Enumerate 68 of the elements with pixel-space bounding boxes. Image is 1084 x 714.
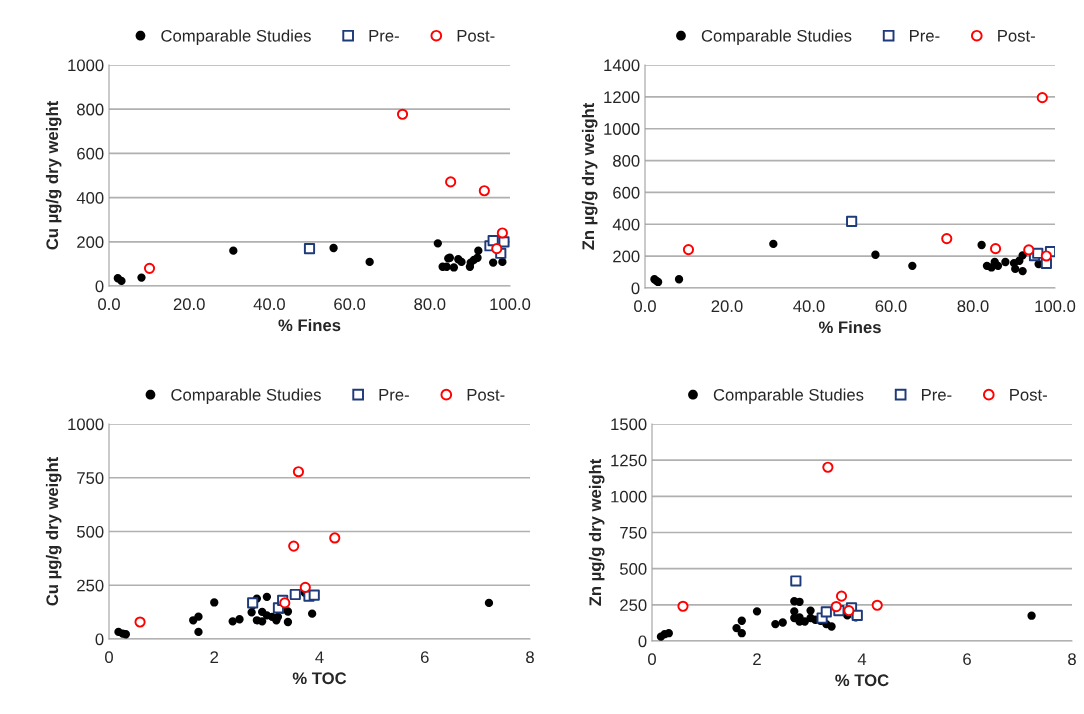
legend-label: Pre- bbox=[910, 30, 940, 42]
x-tick-label: 60.0 bbox=[875, 300, 907, 313]
y-tick-label: 1000 bbox=[68, 59, 104, 72]
x-axis-title: % TOC bbox=[292, 672, 347, 685]
y-tick-label: 1250 bbox=[611, 454, 647, 467]
x-tick-label: 80.0 bbox=[414, 298, 446, 311]
x-tick-label: 6 bbox=[963, 653, 971, 666]
x-tick-label: 0.0 bbox=[634, 300, 656, 313]
x-tick-label: 4 bbox=[857, 653, 867, 665]
legend-label: Comparable Studies bbox=[171, 388, 321, 404]
y-axis-title: Zn µg/g dry weight bbox=[588, 458, 605, 606]
x-tick-label: 20.0 bbox=[173, 298, 205, 311]
y-tick-label: 1500 bbox=[611, 418, 647, 431]
y-tick-label: 600 bbox=[77, 147, 104, 160]
x-tick-label: 0 bbox=[105, 651, 113, 664]
y-tick-label: 0 bbox=[95, 280, 104, 293]
x-tick-label: 100.0 bbox=[1035, 300, 1076, 313]
y-tick-label: 1200 bbox=[604, 91, 640, 104]
y-tick-label: 750 bbox=[77, 472, 104, 484]
x-tick-label: 40.0 bbox=[253, 298, 285, 311]
y-tick-label: 250 bbox=[620, 599, 647, 612]
y-tick-label: 500 bbox=[620, 563, 647, 575]
y-tick-label: 400 bbox=[612, 218, 640, 231]
x-tick-label: 2 bbox=[753, 653, 761, 665]
y-axis-title: Zn µg/g dry weight bbox=[581, 102, 598, 250]
y-tick-label: 0 bbox=[95, 633, 104, 646]
x-tick-label: 100.0 bbox=[490, 298, 531, 311]
y-tick-label: 800 bbox=[77, 103, 104, 116]
legend-label: Post- bbox=[457, 30, 495, 42]
x-tick-label: 8 bbox=[1068, 653, 1076, 666]
x-tick-label: 60.0 bbox=[334, 298, 366, 311]
y-tick-label: 600 bbox=[613, 186, 640, 199]
legend-label: Post- bbox=[1010, 389, 1047, 401]
x-tick-label: 0.0 bbox=[98, 298, 120, 311]
y-tick-label: 200 bbox=[77, 236, 104, 248]
y-tick-label: 200 bbox=[613, 250, 640, 263]
y-tick-label: 750 bbox=[620, 526, 647, 539]
x-tick-label: 6 bbox=[420, 651, 429, 664]
y-axis-title: Cu µg/g dry weight bbox=[45, 100, 62, 250]
y-tick-label: 250 bbox=[77, 579, 104, 592]
y-tick-label: 1000 bbox=[68, 418, 104, 431]
legend-label: Pre- bbox=[922, 389, 952, 401]
legend-label: Comparable Studies bbox=[713, 388, 864, 404]
x-axis-title: % Fines bbox=[818, 320, 881, 334]
y-tick-label: 1000 bbox=[611, 490, 647, 503]
y-tick-label: 500 bbox=[77, 525, 104, 538]
legend-label: Comparable Studies bbox=[701, 29, 852, 45]
x-axis-title: % TOC bbox=[835, 674, 889, 687]
y-tick-label: 0 bbox=[631, 282, 640, 295]
y-axis-title: Cu µg/g dry weight bbox=[45, 456, 62, 606]
legend-label: Pre- bbox=[379, 389, 409, 401]
legend-label: Post- bbox=[998, 30, 1035, 42]
x-tick-label: 4 bbox=[315, 651, 324, 663]
x-tick-label: 2 bbox=[210, 651, 219, 663]
x-tick-label: 0 bbox=[648, 653, 656, 666]
legend-label: Post- bbox=[467, 389, 505, 401]
y-tick-label: 1000 bbox=[604, 123, 640, 135]
x-tick-label: 80.0 bbox=[957, 300, 989, 313]
x-tick-label: 8 bbox=[526, 651, 534, 664]
x-axis-title: % Fines bbox=[278, 318, 341, 332]
y-tick-label: 1400 bbox=[604, 59, 640, 72]
y-tick-label: 0 bbox=[638, 635, 647, 648]
y-tick-label: 800 bbox=[613, 154, 640, 167]
legend-label: Comparable Studies bbox=[161, 29, 311, 45]
y-tick-label: 400 bbox=[76, 192, 104, 204]
x-tick-label: 40.0 bbox=[793, 300, 825, 313]
x-tick-label: 20.0 bbox=[711, 300, 743, 313]
legend-label: Pre- bbox=[369, 30, 399, 42]
